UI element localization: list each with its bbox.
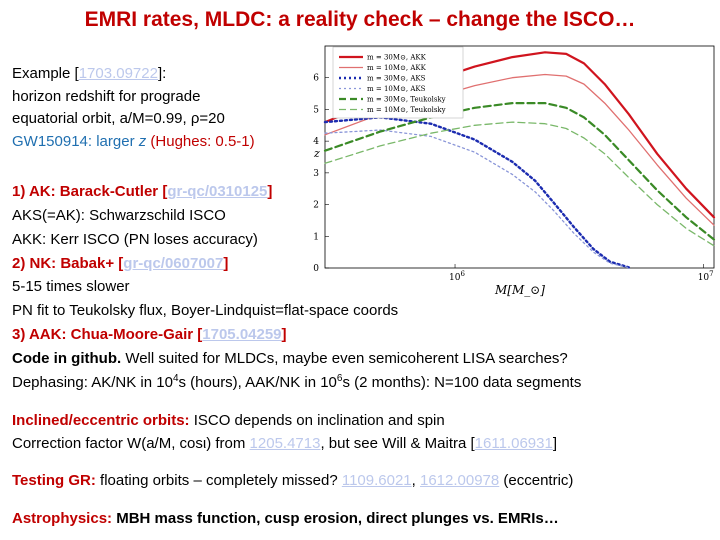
y-tick-label: 0 — [313, 264, 319, 274]
nk-heading: 2) NK: Babak+ [gr-qc/0607007] — [12, 253, 228, 275]
example-label: Example [ — [12, 65, 79, 82]
x-axis-label: M[M_⊙] — [494, 283, 545, 297]
testing-a: floating orbits – completely missed? — [95, 472, 342, 489]
y-tick-label: 5 — [313, 105, 319, 115]
slide-title: EMRI rates, MLDC: a reality check – chan… — [84, 8, 636, 31]
nk-close: ] — [223, 255, 229, 272]
ak-label: 1) AK: Barack-Cutler [ — [12, 183, 168, 200]
testing-b: , — [411, 472, 420, 489]
astro-text: MBH mass function, cusp erosion, direct … — [112, 510, 559, 527]
aak-close: ] — [281, 326, 287, 343]
nk-ref-link[interactable]: gr-qc/0607007 — [123, 255, 224, 272]
astro-line: Astrophysics: MBH mass function, cusp er… — [12, 508, 559, 530]
inclined-line: Inclined/eccentric orbits: ISCO depends … — [12, 410, 445, 432]
example-close: ]: — [157, 65, 167, 82]
y-axis-label: z — [313, 147, 320, 160]
code-bold: Code in github. — [12, 350, 122, 367]
series-line-2 — [323, 116, 630, 269]
legend-label-1: m = 10M⊙, AKK — [367, 64, 427, 72]
redshift-chart: z 0 1 2 3 4 5 6 106 107 m = 30M⊙, AKK m = 10M⊙, … — [313, 45, 716, 297]
example-line: Example [1703.09722]: — [12, 63, 166, 85]
legend-label-3: m = 10M⊙, AKS — [367, 85, 426, 93]
nk-label: 2) NK: Babak+ [ — [12, 255, 124, 272]
code-rest: Well suited for MLDCs, maybe even semico… — [121, 350, 568, 367]
legend-label-0: m = 30M⊙, AKK — [367, 54, 427, 62]
x-tick-label: 107 — [698, 270, 714, 283]
plot-frame — [324, 45, 715, 269]
legend-box — [332, 46, 464, 119]
correction-ref2-link[interactable]: 1611.06931 — [474, 435, 553, 452]
akk-line: AKK: Kerr ISCO (PN loses accuracy) — [12, 231, 258, 248]
legend-label-4: m = 30M⊙, Teukolsky — [367, 96, 446, 104]
y-tick-label: 4 — [313, 137, 319, 147]
testing-c: (eccentric) — [499, 472, 574, 489]
y-tick-label: 6 — [313, 74, 319, 84]
example-ref-link[interactable]: 1703.09722 — [78, 65, 158, 82]
series-line-3 — [324, 129, 630, 269]
slower-line: 5-15 times slower — [12, 278, 130, 295]
gw-hughes: (Hughes: 0.5-1) — [146, 133, 255, 150]
aak-heading: 3) AAK: Chua-Moore-Gair [1705.04259] — [12, 324, 287, 346]
dephasing-line: Dephasing: AK/NK in 104s (hours), AAK/NK… — [12, 372, 581, 394]
y-tick-label: 3 — [313, 169, 319, 179]
correction-b: , but see Will & Maitra [ — [320, 435, 475, 452]
testing-label: Testing GR: — [12, 472, 96, 489]
inclined-text: ISCO depends on inclination and spin — [189, 412, 445, 429]
y-axis-label-text: z — [313, 147, 320, 160]
gw-z: z — [138, 133, 147, 150]
ak-ref-link[interactable]: gr-qc/0310125 — [167, 183, 268, 200]
redshift-line: horizon redshift for prograde — [12, 88, 201, 105]
correction-a: Correction factor W(a/M, cosι) from — [12, 435, 250, 452]
ak-heading: 1) AK: Barack-Cutler [gr-qc/0310125] — [12, 181, 272, 203]
testing-ref1-link[interactable]: 1109.6021 — [341, 472, 412, 489]
gw-text: larger — [92, 133, 139, 150]
legend-label-5: m = 10M⊙, Teukolsky — [367, 106, 446, 114]
ak-close: ] — [267, 183, 273, 200]
dephasing-b: s (hours), AAK/NK in 10 — [178, 374, 337, 391]
gw-name: GW150914: — [12, 133, 93, 150]
correction-line: Correction factor W(a/M, cosι) from 1205… — [12, 433, 557, 455]
dephasing-exp2: 6 — [336, 373, 343, 384]
x-tick-label: 106 — [449, 270, 465, 283]
inclined-label: Inclined/eccentric orbits: — [12, 412, 190, 429]
aks-line: AKS(=AK): Schwarzschild ISCO — [12, 207, 226, 224]
legend-label-2: m = 30M⊙, AKS — [367, 75, 426, 83]
pn-line: PN fit to Teukolsky flux, Boyer-Lindquis… — [12, 302, 399, 319]
testing-line: Testing GR: floating orbits – completely… — [12, 470, 573, 492]
dephasing-a: Dephasing: AK/NK in 10 — [12, 374, 173, 391]
aak-label: 3) AAK: Chua-Moore-Gair [ — [12, 326, 203, 343]
orbit-line: equatorial orbit, a/M=0.99, ρ=20 — [12, 110, 225, 127]
astro-label: Astrophysics: — [12, 510, 113, 527]
testing-ref2-link[interactable]: 1612.00978 — [419, 472, 500, 489]
code-line: Code in github. Well suited for MLDCs, m… — [12, 348, 568, 370]
gw-line: GW150914: larger z (Hughes: 0.5-1) — [12, 131, 255, 153]
correction-c: ] — [552, 435, 557, 452]
series-line-5 — [324, 121, 715, 247]
y-tick-label: 2 — [313, 201, 319, 211]
dephasing-exp1: 4 — [172, 373, 179, 384]
series-line-4 — [323, 101, 716, 241]
legend: m = 30M⊙, AKK m = 10M⊙, AKK m = 30M⊙, AKS m… — [332, 46, 464, 119]
correction-ref1-link[interactable]: 1205.4713 — [249, 435, 321, 452]
y-tick-label: 1 — [313, 232, 319, 242]
dephasing-c: s (2 months): N=100 data segments — [342, 374, 582, 391]
aak-ref-link[interactable]: 1705.04259 — [202, 326, 282, 343]
